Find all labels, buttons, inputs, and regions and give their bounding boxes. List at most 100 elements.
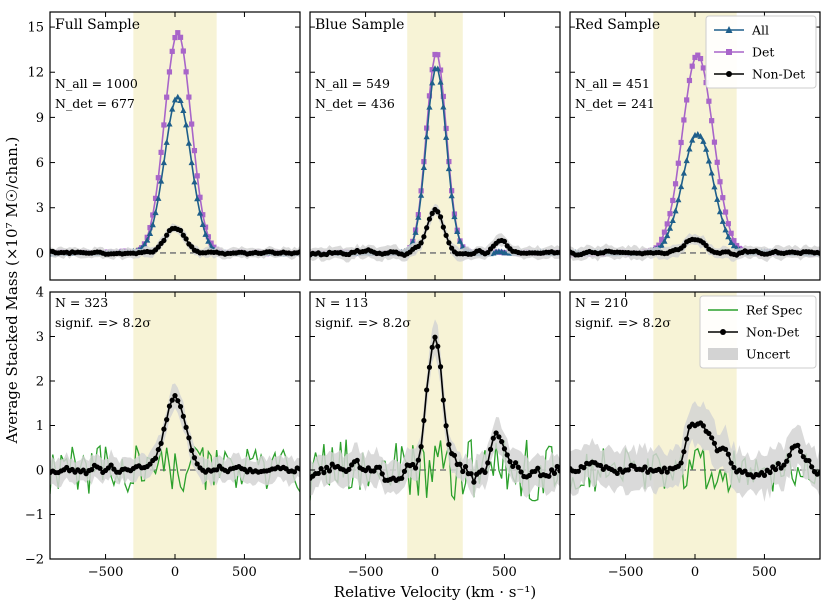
data-point <box>152 195 159 201</box>
data-point <box>446 441 452 448</box>
y-tick-label: 6 <box>36 156 44 171</box>
data-point <box>412 465 419 471</box>
data-point <box>462 463 469 470</box>
data-point <box>703 145 710 152</box>
y-tick-label: 3 <box>36 330 44 345</box>
panel-annotation: N_all = 1000 <box>55 76 138 91</box>
data-point <box>664 232 671 239</box>
data-point <box>146 230 154 236</box>
data-point <box>415 243 421 249</box>
data-point <box>504 452 510 458</box>
data-point <box>728 460 734 466</box>
data-point <box>692 54 698 61</box>
series-non-det <box>570 233 820 263</box>
data-point <box>194 173 200 179</box>
data-point <box>423 133 430 140</box>
data-point <box>429 67 435 73</box>
data-point <box>716 208 724 215</box>
legend-label: Non-Det <box>746 325 799 340</box>
data-point <box>708 169 715 176</box>
data-point <box>806 457 812 464</box>
data-point <box>706 430 712 437</box>
data-point <box>177 403 184 410</box>
data-point <box>158 149 164 155</box>
data-point <box>720 195 726 201</box>
legend-box <box>705 15 817 89</box>
data-point <box>158 177 165 184</box>
series-non-det <box>50 383 300 489</box>
data-point <box>512 460 519 466</box>
legend-marker <box>720 329 726 335</box>
data-point <box>155 195 162 201</box>
data-point <box>725 221 731 227</box>
y-tick-label: 2 <box>36 375 44 390</box>
data-point <box>321 470 327 476</box>
data-point <box>658 242 665 248</box>
data-point <box>722 226 729 233</box>
data-point <box>424 125 430 131</box>
x-tick-label: 0 <box>431 565 439 580</box>
data-point <box>169 397 175 403</box>
data-point <box>435 52 441 58</box>
plot-area <box>310 292 560 559</box>
data-point <box>180 413 186 419</box>
data-point <box>426 216 433 222</box>
y-axis-label: Average Stacked Mass (×10⁷ M☉/chan.) <box>3 137 21 445</box>
data-point <box>429 210 435 216</box>
data-point <box>666 224 674 231</box>
data-point <box>672 207 679 214</box>
plot-area <box>570 292 820 559</box>
data-point <box>205 237 212 244</box>
data-point <box>424 387 430 393</box>
data-point <box>471 479 477 485</box>
data-point <box>421 234 427 240</box>
y-tick-label: 15 <box>27 21 44 36</box>
data-point <box>172 393 178 399</box>
data-point <box>432 51 438 58</box>
data-point <box>507 459 513 465</box>
data-point <box>501 446 508 452</box>
data-point <box>177 97 184 104</box>
data-point <box>449 245 455 251</box>
data-point <box>684 436 690 442</box>
data-point <box>434 65 441 72</box>
legend-item: All <box>714 23 769 38</box>
data-point <box>614 470 620 476</box>
y-tick-label: 3 <box>36 201 44 216</box>
data-point <box>670 197 676 204</box>
data-point <box>147 225 153 231</box>
data-point <box>164 417 170 423</box>
data-point <box>160 159 167 166</box>
data-point <box>189 244 195 250</box>
data-point <box>711 440 718 446</box>
data-point <box>437 67 444 73</box>
data-point <box>437 78 444 85</box>
data-point <box>437 214 444 220</box>
data-point <box>318 466 324 472</box>
data-point <box>781 462 787 468</box>
data-point <box>672 181 679 187</box>
data-point <box>183 424 189 430</box>
data-point <box>659 236 665 242</box>
legend-item: Ref Spec <box>708 303 802 318</box>
data-point <box>202 224 209 230</box>
x-tick-label: −500 <box>88 565 124 580</box>
panel-0: 0 3 6 9 12 15 Full Sample N_all = 1000 N_det = 6… <box>27 11 301 281</box>
data-point <box>144 236 151 243</box>
data-point <box>166 403 173 409</box>
panel-5: −500 0 500 N = 210 signif. => 8.2σ Ref Spec No… <box>569 291 821 580</box>
data-point <box>700 423 706 429</box>
data-point <box>684 97 690 103</box>
data-point <box>499 439 505 445</box>
y-tick-label: 0 <box>36 246 44 261</box>
data-point <box>152 455 159 461</box>
data-point <box>661 465 668 471</box>
data-point <box>108 462 114 468</box>
data-point <box>686 77 693 84</box>
data-point <box>326 468 333 474</box>
data-point <box>597 462 604 469</box>
data-point <box>175 30 181 36</box>
data-point <box>429 79 436 86</box>
data-point <box>731 238 737 244</box>
